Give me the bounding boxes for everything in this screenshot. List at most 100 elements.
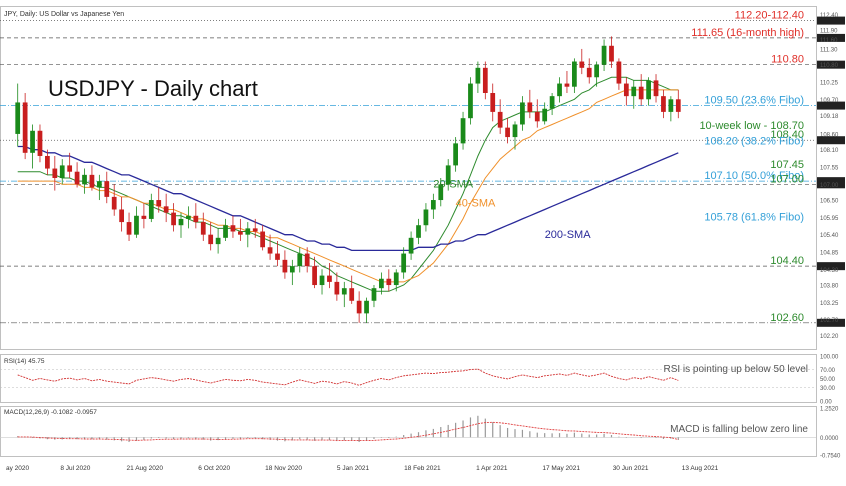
chart-title: USDJPY - Daily chart: [48, 76, 258, 101]
date-axis-ticks: ay 2020 8 Jul 2020 21 Aug 2020 6 Oct 2020 18…: [6, 465, 719, 472]
candle-body: [215, 237, 221, 245]
candle-body: [631, 86, 637, 97]
candle-body: [67, 165, 73, 172]
candle-body: [334, 281, 340, 295]
candle-body: [653, 80, 659, 97]
price-tick-label: 109.18: [820, 114, 839, 120]
candle-body: [557, 83, 562, 97]
candle-body: [260, 231, 266, 248]
candle-body: [267, 247, 273, 254]
date-tick-label: 6 Oct 2020: [198, 465, 230, 472]
candle-body: [119, 209, 124, 223]
candle-body: [304, 253, 310, 267]
candle-body: [579, 61, 585, 68]
level-label: 105.78 (61.8% Fibo): [704, 212, 804, 224]
level-label: 108.20 (38.2% Fibo): [704, 136, 804, 148]
candle-body: [186, 215, 191, 219]
sma-annotation: 40-SMA: [456, 197, 496, 209]
level-price-tag: [817, 180, 845, 189]
macd-signal-line: [17, 421, 679, 442]
price-tick-label: 110.80: [820, 63, 839, 69]
candle-body: [460, 118, 466, 144]
candle-body: [482, 67, 488, 93]
level-price-tag: [817, 16, 845, 25]
macd-panel-frame: [0, 406, 817, 457]
date-tick-label: 30 Jun 2021: [613, 465, 649, 472]
candle-body: [542, 108, 548, 122]
price-tick-label: 108.10: [820, 148, 839, 154]
level-price-tag: [817, 318, 845, 327]
level-label: 111.65 (16-month high): [691, 27, 804, 39]
price-panel-frame: [0, 6, 817, 350]
rsi-line: [17, 368, 679, 386]
candle-body: [134, 215, 139, 235]
rsi-tick-label: 100.00: [820, 355, 839, 361]
candle-body: [341, 288, 347, 295]
candle-body: [148, 200, 154, 219]
candle-body: [468, 83, 473, 119]
price-tick-label: 102.70: [820, 318, 839, 324]
price-tick-label: 106.50: [820, 199, 839, 205]
price-tick-label: 112.40: [820, 13, 839, 19]
level-price-tag: [817, 136, 845, 145]
candle-body: [74, 171, 80, 185]
macd-tick-label: 1.2520: [820, 407, 839, 413]
candle-body: [623, 83, 629, 97]
rsi-header: RSI(14) 45.75: [4, 358, 45, 365]
level-lines: [0, 16, 845, 327]
level-label: 104.40: [770, 255, 804, 267]
candle-body: [423, 209, 429, 226]
candle-body: [438, 184, 444, 201]
candle-body: [349, 288, 355, 301]
date-tick-label: 17 May 2021: [542, 465, 580, 472]
date-tick-label: 8 Jul 2020: [60, 465, 90, 472]
macd-tick-label: 0.0000: [820, 436, 839, 442]
date-tick-label: 21 Aug 2020: [127, 465, 164, 472]
price-tick-label: 104.85: [820, 250, 839, 256]
level-price-tag: [817, 33, 845, 42]
macd-header: MACD(12,26,9) -0.1082 -0.0957: [4, 409, 97, 416]
level-label: 110.80: [771, 54, 804, 66]
candle-body: [356, 300, 362, 314]
level-labels: 112.20-112.40 111.65 (16-month high) 110.8…: [433, 10, 804, 324]
candle-body: [178, 218, 184, 226]
candle-body: [163, 206, 169, 213]
candle-body: [171, 212, 176, 226]
candle-body: [245, 228, 251, 235]
series-line-40-sma: [17, 89, 679, 283]
candle-body: [22, 102, 28, 153]
date-tick-label: 13 Aug 2021: [682, 465, 719, 472]
date-tick-label: ay 2020: [6, 465, 30, 472]
rsi-tick-label: 50.00: [820, 377, 836, 383]
candle-body: [393, 272, 399, 286]
date-tick-label: 18 Feb 2021: [404, 465, 441, 472]
candle-body: [312, 266, 317, 286]
candle-body: [475, 67, 481, 84]
price-tick-label: 103.25: [820, 301, 839, 307]
candle-body: [30, 130, 35, 153]
candle-body: [661, 96, 666, 112]
price-tick-label: 111.60: [820, 38, 838, 44]
candle-body: [275, 253, 280, 260]
instrument-label: JPY, Daily: US Dollar vs Japanese Yen: [4, 11, 124, 18]
candle-body: [230, 225, 236, 232]
candle-body: [319, 275, 325, 286]
candle-body: [327, 275, 332, 282]
price-tick-label: 104.30: [820, 268, 839, 274]
level-label: 107.10 (50.0% Fibo): [704, 170, 804, 182]
candle-body: [505, 127, 510, 138]
price-tick-label: 110.25: [820, 80, 839, 86]
candle-body: [534, 111, 540, 122]
level-label: 108.40: [770, 129, 804, 141]
candle-body: [520, 102, 525, 125]
candle-body: [490, 93, 496, 112]
rsi-tick-label: 30.00: [820, 386, 836, 392]
candle-body: [416, 225, 421, 238]
candle-body: [193, 215, 199, 223]
level-label: 102.60: [770, 312, 804, 324]
candle-body: [52, 168, 58, 178]
candle-body: [223, 225, 228, 238]
level-label: 107.00: [770, 173, 804, 185]
